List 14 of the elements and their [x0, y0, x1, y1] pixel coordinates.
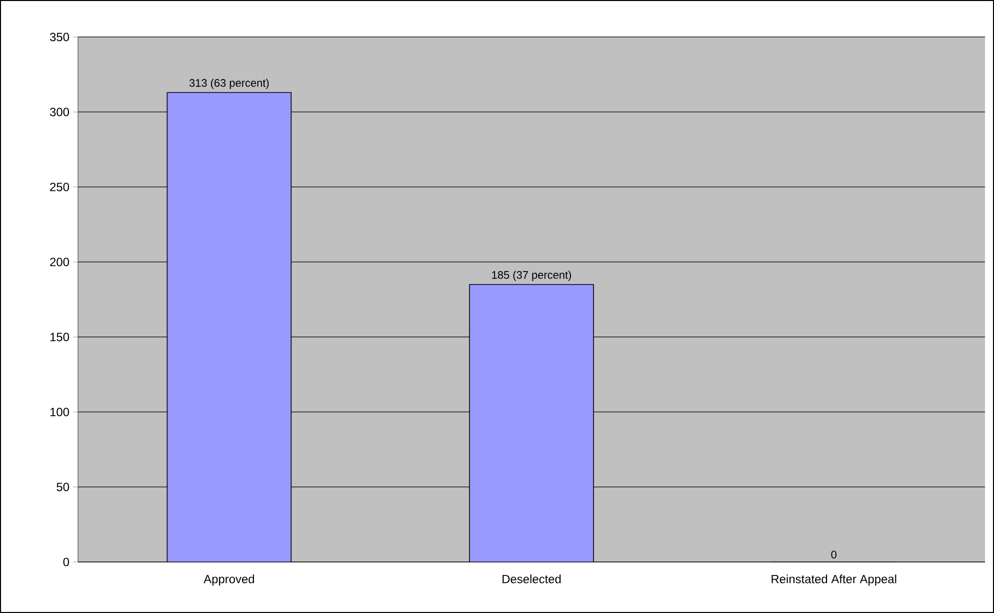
y-tick-label: 50 — [56, 482, 70, 492]
y-tick-label: 350 — [50, 32, 70, 42]
y-tick-label: 200 — [50, 258, 70, 266]
data-label: 185 (37 percent) — [492, 270, 572, 281]
x-tick-label: Deselected — [502, 574, 561, 584]
data-label: 0 — [831, 550, 836, 558]
x-tick-label: Reinstated After Appeal — [772, 574, 896, 586]
y-tick-label: 0 — [63, 558, 70, 566]
y-tick-label: 100 — [50, 408, 70, 416]
y-tick-label: 300 — [50, 108, 70, 116]
y-tick-label: 250 — [50, 182, 70, 192]
y-tick-label: 150 — [50, 332, 70, 342]
x-tick-label: Approved — [204, 574, 254, 586]
data-label: 313 (63 percent) — [189, 78, 269, 89]
